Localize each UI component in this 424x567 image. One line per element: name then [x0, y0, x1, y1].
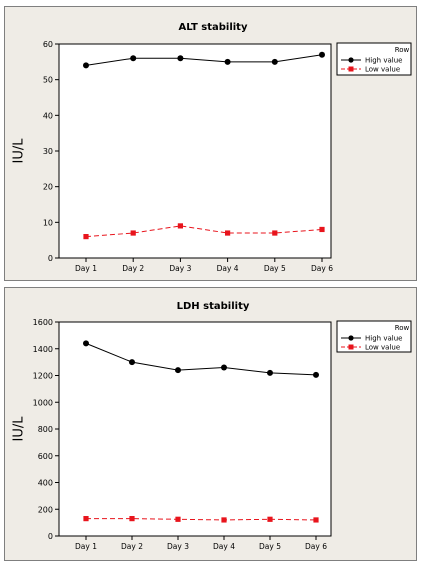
x-tick-label: Day 4	[217, 264, 239, 273]
y-tick-label: 1600	[33, 318, 53, 327]
chart-panel-alt: ALT stability IU/L 0 10 20 30 40 50 60 Day 1 Day 2…	[4, 6, 417, 281]
y-tick-label: 60	[43, 40, 53, 49]
y-axis-label: IU/L	[12, 138, 27, 164]
chart-panel-ldh: LDH stability IU/L 0 200 400 600 800 1000 1200 14…	[4, 287, 417, 561]
legend-label-low-value: Low value	[365, 66, 400, 74]
point-low-value	[130, 230, 136, 236]
point-low-value	[267, 516, 273, 522]
y-tick-label: 200	[38, 505, 53, 514]
chart-title: ALT stability	[179, 22, 248, 33]
legend-label-high-value: High value	[365, 335, 402, 343]
y-tick-label: 10	[43, 218, 53, 227]
series-line-low-value	[86, 518, 317, 521]
y-tick-label: 30	[43, 147, 53, 156]
point-high-value	[319, 51, 325, 58]
x-tick-label: Day 2	[121, 542, 143, 551]
point-high-value	[221, 364, 227, 371]
y-tick-label: 1200	[33, 372, 53, 381]
point-high-value	[177, 55, 184, 62]
ldh-chart-svg: LDH stability IU/L 0 200 400 600 800 1000 1200 14…	[12, 301, 412, 551]
y-tick-label: 0	[48, 254, 53, 263]
y-tick-label: 40	[43, 111, 53, 120]
point-high-value	[130, 55, 137, 62]
y-axis-label: IU/L	[12, 416, 27, 442]
point-low-value	[272, 230, 278, 236]
point-low-value	[319, 226, 325, 233]
point-low-value	[83, 516, 89, 522]
point-low-value	[83, 234, 89, 240]
x-tick-label: Day 6	[311, 264, 333, 273]
y-tick-label: 1400	[33, 345, 53, 354]
point-high-value	[175, 367, 181, 374]
y-tick-label: 1000	[33, 398, 53, 407]
legend-label-high-value: High value	[365, 57, 402, 65]
x-tick-label: Day 5	[264, 264, 286, 273]
chart-title: LDH stability	[177, 301, 250, 312]
y-tick-label: 400	[38, 479, 53, 488]
x-tick-label: Day 3	[167, 542, 189, 551]
legend-marker-low-value	[348, 66, 354, 72]
x-tick-label: Day 2	[122, 264, 144, 273]
x-tick-label: Day 1	[75, 542, 97, 551]
point-low-value	[313, 517, 319, 523]
y-tick-label: 20	[43, 183, 53, 192]
point-high-value	[267, 369, 273, 376]
ldh-plot-area	[58, 321, 332, 537]
point-high-value	[313, 371, 319, 378]
point-high-value	[271, 58, 278, 65]
point-low-value	[175, 516, 181, 522]
x-tick-label: Day 4	[213, 542, 235, 551]
point-low-value	[225, 230, 231, 236]
x-tick-label: Day 3	[169, 264, 191, 273]
alt-chart-svg: ALT stability IU/L 0 10 20 30 40 50 60 Day 1 Day 2…	[12, 22, 412, 273]
point-low-value	[129, 516, 135, 522]
x-tick-label: Day 1	[75, 264, 97, 273]
series-line-high-value	[85, 54, 323, 66]
legend-label-low-value: Low value	[365, 344, 400, 352]
y-tick-label: 800	[38, 425, 53, 434]
y-tick-label: 0	[48, 532, 53, 541]
legend-marker-high-value	[348, 57, 354, 63]
point-low-value	[177, 223, 183, 229]
alt-plot-area	[58, 43, 332, 259]
legend-title: Row	[395, 46, 410, 54]
y-tick-label: 50	[43, 76, 53, 85]
y-tick-label: 600	[38, 452, 53, 461]
series-line-high-value	[85, 342, 317, 376]
point-low-value	[221, 517, 227, 523]
legend-title: Row	[395, 324, 410, 332]
point-high-value	[83, 62, 89, 69]
point-high-value	[83, 340, 89, 347]
point-high-value	[129, 359, 135, 366]
legend-marker-high-value	[348, 335, 354, 341]
point-high-value	[224, 58, 231, 65]
x-tick-label: Day 5	[259, 542, 281, 551]
legend-marker-low-value	[348, 344, 354, 350]
x-tick-label: Day 6	[305, 542, 327, 551]
